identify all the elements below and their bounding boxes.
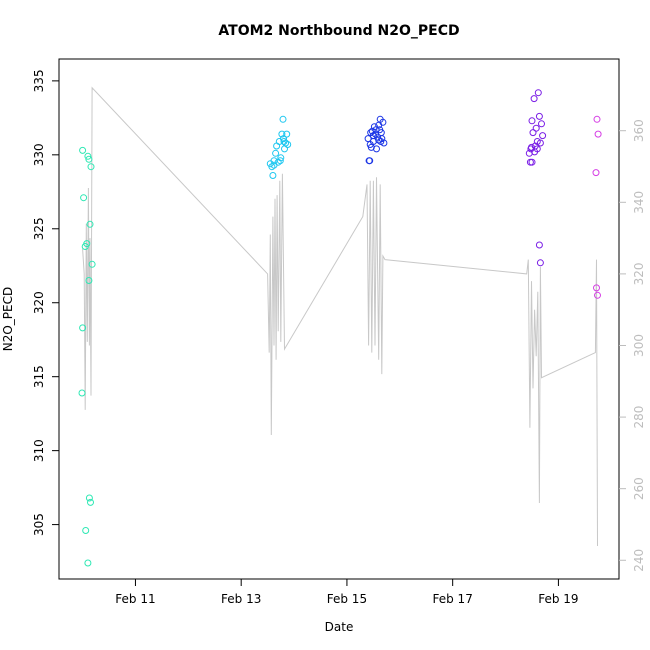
data-point: [78, 389, 86, 397]
scatter-points: [78, 89, 602, 567]
data-point: [86, 220, 94, 228]
data-point: [83, 240, 91, 248]
data-point: [530, 95, 538, 103]
data-point: [87, 163, 95, 171]
data-point: [270, 161, 278, 169]
data-point: [278, 130, 286, 138]
data-point: [594, 130, 602, 138]
right-tick-label: 280: [632, 406, 646, 429]
line-series: [82, 86, 598, 547]
data-point: [594, 291, 601, 299]
data-point: [534, 89, 542, 97]
data-point: [85, 277, 93, 284]
data-point: [276, 157, 284, 165]
chart-title: ATOM2 Northbound N2O_PECD: [218, 23, 459, 39]
right-tick-label: 240: [632, 549, 646, 572]
data-point: [272, 149, 280, 157]
data-point: [538, 120, 545, 128]
data-point: [535, 241, 543, 249]
right-tick-label: 300: [632, 334, 646, 357]
data-point: [279, 115, 287, 123]
data-point: [367, 129, 375, 137]
y-axis-right: 240 260 280 300 320 340 360: [619, 119, 646, 572]
y-tick-label: 330: [32, 143, 46, 166]
plot-frame: [58, 58, 620, 580]
data-point: [80, 194, 88, 202]
right-tick-label: 260: [632, 477, 646, 500]
data-point: [84, 559, 92, 567]
y-axis-label: N2O_PECD: [1, 287, 15, 352]
data-point: [277, 154, 285, 162]
data-point: [536, 259, 544, 267]
y-axis-left: 305 310 315 320 325 330 335: [32, 69, 59, 536]
data-point: [532, 124, 540, 132]
data-point: [84, 152, 92, 160]
data-point: [379, 118, 387, 126]
x-tick-label: Feb 13: [221, 592, 261, 606]
y-tick-label: 320: [32, 291, 46, 314]
x-tick-label: Feb 17: [433, 592, 473, 606]
right-tick-label: 320: [632, 262, 646, 285]
y-tick-label: 310: [32, 439, 46, 462]
data-point: [366, 157, 374, 165]
data-point: [87, 498, 94, 506]
data-point: [280, 138, 288, 145]
data-point: [283, 130, 291, 138]
data-point: [269, 172, 277, 179]
y-tick-label: 335: [32, 69, 46, 92]
data-point: [268, 163, 276, 171]
series-line: [82, 86, 598, 547]
data-point: [593, 284, 600, 292]
data-point: [372, 126, 380, 134]
x-tick-label: Feb 19: [538, 592, 578, 606]
data-point: [79, 324, 87, 332]
x-axis: Feb 11 Feb 13 Feb 15 Feb 17 Feb 19: [115, 579, 579, 606]
x-axis-label: Date: [325, 620, 354, 634]
data-point: [82, 527, 90, 534]
data-point: [364, 135, 372, 143]
data-point: [85, 155, 93, 163]
x-tick-label: Feb 15: [327, 592, 367, 606]
data-point: [373, 145, 380, 153]
data-point: [282, 139, 290, 147]
x-tick-label: Feb 11: [115, 592, 155, 606]
data-point: [369, 138, 377, 145]
data-point: [528, 117, 536, 125]
data-point: [527, 145, 535, 153]
right-tick-label: 340: [632, 191, 646, 214]
right-tick-label: 360: [632, 119, 646, 142]
data-point: [536, 139, 544, 147]
data-point: [280, 135, 287, 143]
data-point: [539, 132, 547, 140]
data-point: [273, 142, 281, 150]
y-tick-label: 325: [32, 217, 46, 240]
data-point: [88, 260, 96, 268]
data-point: [377, 129, 385, 137]
data-point: [535, 112, 543, 120]
data-point: [79, 146, 87, 154]
y-tick-label: 315: [32, 365, 46, 388]
data-point: [528, 158, 536, 166]
data-point: [380, 139, 388, 147]
data-point: [85, 494, 93, 502]
y-tick-label: 305: [32, 513, 46, 536]
data-point: [593, 115, 601, 123]
data-point: [592, 169, 600, 177]
